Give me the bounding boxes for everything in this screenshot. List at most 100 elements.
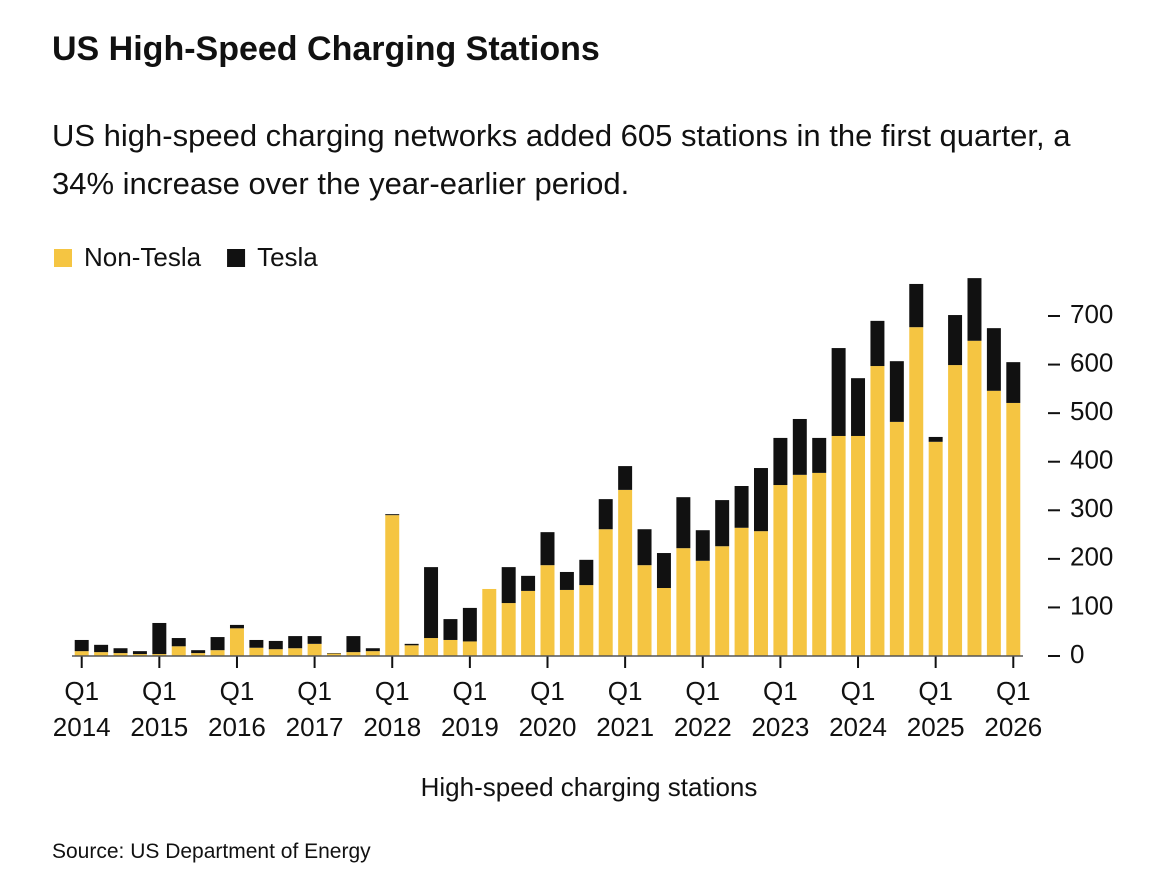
bar-segment [346,652,361,656]
y-tick-label: 0 [1070,639,1084,669]
bar-segment [501,603,516,656]
bar-segment [579,585,594,656]
bar-segment [773,437,788,486]
bar-segment [734,527,749,656]
bar-segment [346,636,361,653]
bar-segment [618,489,633,656]
bar-segment [715,546,730,656]
bar-segment [598,529,613,656]
bar-segment [851,435,866,656]
bar-segment [132,654,147,656]
legend-swatch [54,249,72,267]
bar-segment [288,636,303,649]
bar-segment [229,628,244,656]
bar-segment [424,567,439,639]
y-tick-label: 600 [1070,347,1113,377]
bar-segment [773,485,788,656]
bar-segment [327,653,341,656]
y-tick-label: 300 [1070,493,1113,523]
bar-segment [870,320,885,367]
bar-segment [268,649,283,656]
x-tick-label: Q1 2018 [363,676,421,742]
bar-segment [288,648,303,656]
bar-segment [909,283,924,328]
bar-segment [152,654,167,656]
bar-segment [249,639,264,648]
bar-segment [559,571,574,590]
x-tick-label: Q1 2023 [751,676,809,742]
y-tick-label: 100 [1070,590,1113,620]
bar-segment [812,472,827,656]
bar-segment [676,548,691,656]
bar-segment [443,639,458,656]
x-tick-label: Q1 2025 [907,676,965,742]
bar-segment [618,466,633,490]
bar-segment [637,565,652,656]
bar-segment [462,607,477,642]
source: Source: US Department of Energy [52,840,371,863]
bar-segment [967,278,982,341]
y-tick-label: 500 [1070,396,1113,426]
bar-segment [928,436,943,442]
bar-segment [831,435,846,656]
x-tick-label: Q1 2021 [596,676,654,742]
bar-segment [695,530,710,561]
bar-segment [676,497,691,549]
x-tick-label: Q1 2017 [286,676,344,742]
bar-segment [754,468,768,532]
bar-segment [812,437,827,473]
bar-segment [889,361,904,422]
bar-segment [424,638,439,656]
bar-segment [404,643,419,646]
bar-segment [113,648,128,654]
bar-segment [1006,402,1021,656]
x-tick-label: Q1 2022 [674,676,732,742]
bar-segment [889,421,904,656]
bar-segment [365,648,380,652]
bar-segment [307,643,322,656]
bar-segment [249,647,264,656]
bar-segment [482,588,497,656]
bar-segment [598,499,613,530]
x-tick-label: Q1 2019 [441,676,499,742]
bar-segment [656,588,671,656]
bar-segment [792,418,807,475]
bar-segment [734,486,749,528]
bar-segment [385,514,400,516]
bar-segment [191,650,206,654]
y-tick-label: 200 [1070,542,1113,572]
bar-segment [132,651,147,655]
bar-segment [443,619,458,640]
bar-segment [1006,362,1021,403]
bar-segment [948,365,963,656]
bar-segment [521,575,536,591]
y-tick-label: 400 [1070,445,1113,475]
bar-segment [521,590,536,656]
bar-segment [579,559,594,586]
bar-segment [462,641,477,656]
bar-segment [210,637,225,651]
bar-segment [986,390,1001,656]
bar-segment [404,645,419,656]
x-tick-label: Q1 2015 [130,676,188,742]
chart-title: US High-Speed Charging Stations [52,30,600,68]
bar-segment [74,639,89,652]
bar-segment [754,531,768,656]
bar-segment [792,474,807,656]
bar-segment [831,348,846,436]
bar-segment [715,500,730,547]
bar-segment [307,636,322,644]
bar-segment [909,327,924,656]
legend-label: Non-Tesla [84,242,202,272]
y-tick-label: 700 [1070,299,1113,329]
bar-segment [191,653,206,656]
chart-subtitle: US high-speed charging networks added 60… [52,118,1071,201]
x-axis-label: High-speed charging stations [421,772,758,802]
bar-segment [171,638,186,647]
chart: High-speed charging stations Non-Tesla Te… [53,242,1114,802]
bar-segment [656,553,671,589]
bar-segment [559,589,574,656]
bar-segment [637,529,652,566]
bar-segment [385,515,400,656]
